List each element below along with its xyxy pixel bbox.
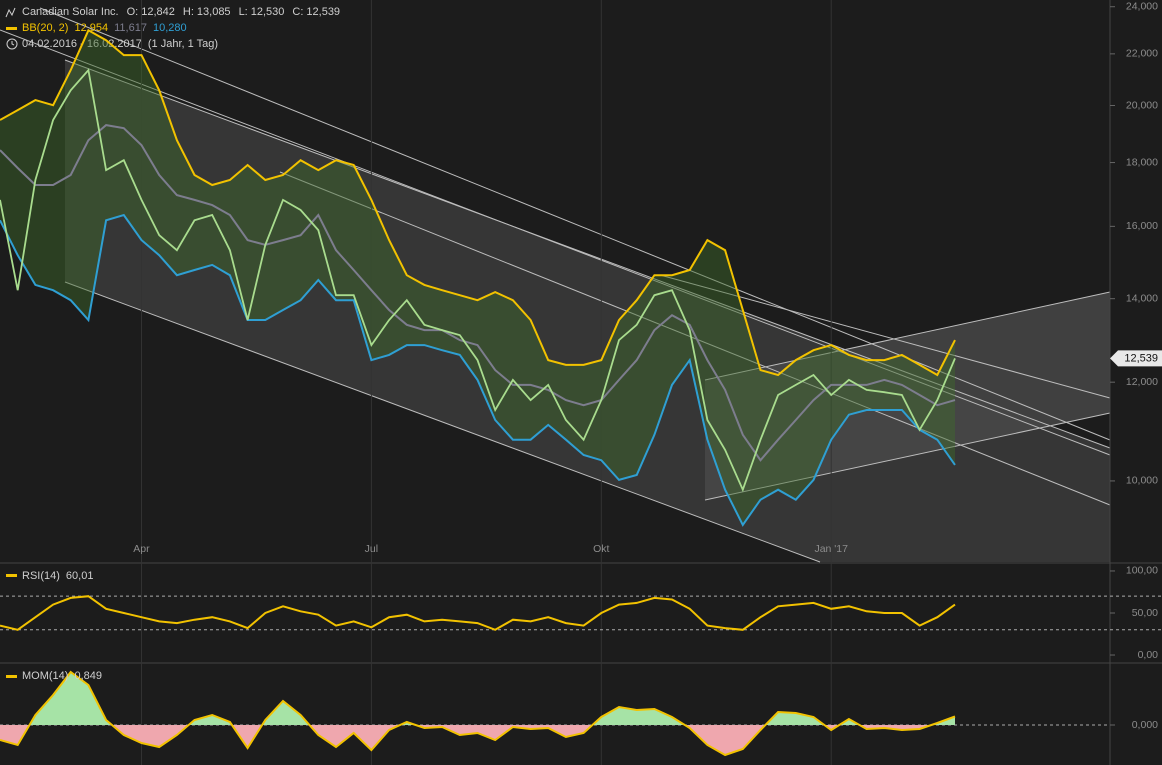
y-tick-label: 24,000 (1126, 1, 1158, 13)
ohlc-key: H: (183, 6, 194, 18)
legend-name: MOM(14) (22, 670, 68, 682)
trend-line (704, 291, 1111, 381)
band-fill (0, 30, 955, 525)
legend-value: 60,01 (66, 570, 94, 582)
icon (5, 7, 16, 18)
band-line (0, 28, 956, 377)
ohlc-key: L: (239, 6, 248, 18)
y-tick-label: 16,000 (1126, 220, 1158, 232)
legend: MOM(14) 0,849 (22, 670, 102, 682)
period-label: 04.02.2016 - 16.02.2017 (1 Jahr, 1 Tag) (22, 38, 218, 50)
icon (6, 38, 18, 50)
y-tick-label: 10,000 (1126, 475, 1158, 487)
band-line (0, 124, 956, 462)
x-tick-label: Jan '17 (814, 543, 848, 555)
legend: Canadian Solar Inc. O: 12,842 H: 13,085 L: 12,… (22, 6, 340, 18)
y-tick-label: 100,00 (1126, 565, 1158, 577)
series-line (0, 68, 956, 493)
trend-lines (0, 7, 1111, 563)
y-tick-label: 20,000 (1126, 99, 1158, 111)
legend-swatch (6, 574, 17, 577)
y-tick-label: 12,000 (1126, 376, 1158, 388)
y-tick-label: 14,000 (1126, 292, 1158, 304)
y-tick-label: 18,000 (1126, 156, 1158, 168)
trend-channel (705, 292, 1110, 500)
price-tag (1110, 350, 1162, 367)
legend-value: 10,280 (153, 22, 187, 34)
legend-name: RSI(14) (22, 570, 60, 582)
legend-name: BB(20, 2) (22, 22, 68, 34)
area-positive (0, 672, 955, 725)
y-tick-label: 22,000 (1126, 48, 1158, 60)
x-tick-label: Jul (365, 543, 378, 555)
icon (11, 41, 15, 46)
ohlc-key: O: (127, 6, 139, 18)
price-tag-label: 12,539 (1124, 352, 1158, 364)
legend: RSI(14) 60,01 (22, 570, 93, 582)
band-line (0, 213, 956, 527)
ohlc-value: 12,842 (141, 6, 175, 18)
legend: BB(20, 2) 12,954 11,617 10,280 (22, 22, 187, 34)
ohlc-value: 13,085 (197, 6, 231, 18)
ohlc-value: 12,530 (251, 6, 285, 18)
trend-line (64, 281, 821, 563)
x-tick-label: Okt (593, 543, 609, 555)
trend-line (704, 412, 1111, 501)
legend-value: 11,617 (114, 22, 147, 34)
legend-swatch (6, 675, 17, 678)
legend-value: 0,849 (74, 670, 102, 682)
y-tick-label: 50,00 (1132, 607, 1158, 619)
y-tick-label: 0,00 (1138, 649, 1159, 661)
trend-line (39, 7, 1111, 441)
legend-name: Canadian Solar Inc. (22, 6, 119, 18)
trend-line (659, 274, 1111, 399)
ohlc-value: 12,539 (306, 6, 340, 18)
legend-swatch (6, 27, 17, 30)
header-icon (5, 7, 18, 50)
legend-value: 12,954 (74, 22, 108, 34)
trend-line (64, 59, 1111, 449)
x-tick-label: Apr (133, 543, 150, 555)
series-line (0, 670, 956, 757)
trend-line (0, 29, 1111, 456)
period-note: (1 Jahr, 1 Tag) (148, 38, 218, 50)
trend-line (279, 171, 1111, 506)
area-negative (0, 725, 955, 755)
ohlc-key: C: (292, 6, 303, 18)
series-line (0, 595, 956, 631)
y-tick-label: 0,000 (1132, 719, 1158, 731)
